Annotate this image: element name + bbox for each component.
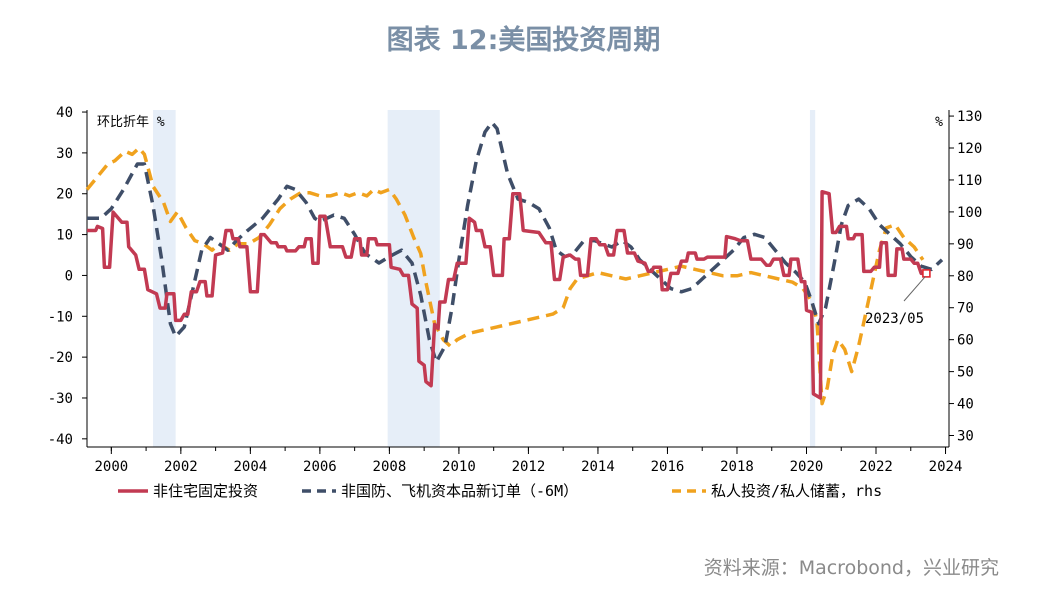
left-tick-label: -10 <box>48 309 73 325</box>
left-tick-label: 20 <box>56 187 73 203</box>
latest-point-marker <box>922 269 931 278</box>
x-tick-label: 2002 <box>164 459 198 475</box>
x-tick-label: 2010 <box>442 459 476 475</box>
annotation-leader-line <box>903 276 926 302</box>
x-tick-label: 2024 <box>929 459 963 475</box>
right-tick-label: 100 <box>957 205 982 221</box>
right-tick-label: 90 <box>957 237 974 253</box>
recession-shading-group <box>153 110 816 447</box>
legend-label-1: 非住宅固定投资 <box>153 482 258 500</box>
series-line-2 <box>87 120 944 364</box>
left-axis-unit: 环比折年 % <box>97 115 165 130</box>
annotation-group: 2023/05 <box>865 269 931 327</box>
x-tick-label: 2006 <box>303 459 337 475</box>
right-tick-label: 60 <box>957 333 974 349</box>
axes-group: 403020100-10-20-30-401301201101009080706… <box>48 105 983 475</box>
x-tick-label: 2000 <box>94 459 128 475</box>
source-note: 资料来源：Macrobond，兴业研究 <box>703 557 999 579</box>
left-tick-label: -20 <box>48 350 73 366</box>
right-tick-label: 110 <box>957 173 982 189</box>
left-tick-label: 10 <box>56 228 73 244</box>
left-tick-label: 30 <box>56 146 73 162</box>
left-tick-label: 40 <box>56 105 73 121</box>
right-tick-label: 120 <box>957 141 982 157</box>
x-tick-label: 2018 <box>720 459 754 475</box>
annotation-label: 2023/05 <box>865 311 924 327</box>
series-group <box>85 120 944 406</box>
recession-band <box>809 110 816 447</box>
x-tick-label: 2008 <box>373 459 407 475</box>
right-tick-label: 130 <box>957 109 982 125</box>
right-tick-label: 80 <box>957 269 974 285</box>
left-tick-label: -30 <box>48 391 73 407</box>
x-tick-label: 2020 <box>790 459 824 475</box>
legend-label-2: 非国防、飞机资本品新订单（-6M） <box>341 482 578 500</box>
legend-label-3: 私人投资/私人储蓄，rhs <box>711 482 882 500</box>
recession-band <box>153 110 176 447</box>
right-tick-label: 50 <box>957 365 974 381</box>
left-tick-label: -40 <box>48 432 73 448</box>
x-tick-label: 2016 <box>651 459 685 475</box>
x-tick-label: 2004 <box>234 459 268 475</box>
x-tick-label: 2022 <box>859 459 893 475</box>
right-axis-unit: % <box>935 115 943 130</box>
right-tick-label: 40 <box>957 397 974 413</box>
x-tick-label: 2014 <box>581 459 615 475</box>
right-tick-label: 30 <box>957 429 974 445</box>
chart-title: 图表 12:美国投资周期 <box>386 25 661 56</box>
x-tick-label: 2012 <box>512 459 546 475</box>
left-tick-label: 0 <box>65 268 73 284</box>
right-tick-label: 70 <box>957 301 974 317</box>
series-line-1 <box>87 189 927 400</box>
legend-group: 非住宅固定投资 非国防、飞机资本品新订单（-6M） 私人投资/私人储蓄，rhs <box>118 482 882 500</box>
recession-band <box>387 110 440 447</box>
